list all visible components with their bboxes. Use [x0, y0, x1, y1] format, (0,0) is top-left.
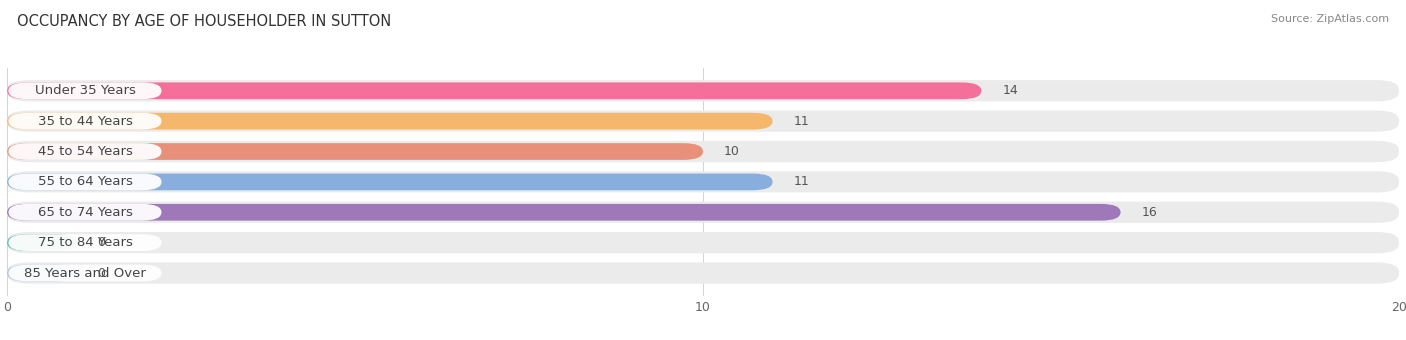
FancyBboxPatch shape: [7, 82, 981, 99]
FancyBboxPatch shape: [7, 265, 77, 282]
Text: 0: 0: [97, 267, 105, 279]
Text: 55 to 64 Years: 55 to 64 Years: [38, 175, 132, 188]
Text: Source: ZipAtlas.com: Source: ZipAtlas.com: [1271, 14, 1389, 23]
FancyBboxPatch shape: [7, 80, 1399, 101]
Text: 10: 10: [724, 145, 740, 158]
Text: 75 to 84 Years: 75 to 84 Years: [38, 236, 132, 249]
Text: 35 to 44 Years: 35 to 44 Years: [38, 115, 132, 128]
FancyBboxPatch shape: [8, 204, 162, 221]
FancyBboxPatch shape: [8, 143, 162, 160]
FancyBboxPatch shape: [8, 82, 162, 99]
FancyBboxPatch shape: [7, 262, 1399, 284]
Text: 45 to 54 Years: 45 to 54 Years: [38, 145, 132, 158]
Text: 0: 0: [97, 236, 105, 249]
Text: 85 Years and Over: 85 Years and Over: [24, 267, 146, 279]
Text: 11: 11: [793, 175, 810, 188]
FancyBboxPatch shape: [8, 234, 162, 251]
Text: 65 to 74 Years: 65 to 74 Years: [38, 206, 132, 219]
FancyBboxPatch shape: [7, 171, 1399, 192]
FancyBboxPatch shape: [7, 173, 773, 190]
FancyBboxPatch shape: [7, 234, 77, 251]
FancyBboxPatch shape: [7, 113, 773, 130]
FancyBboxPatch shape: [8, 265, 162, 282]
FancyBboxPatch shape: [7, 204, 1121, 221]
FancyBboxPatch shape: [7, 110, 1399, 132]
Text: OCCUPANCY BY AGE OF HOUSEHOLDER IN SUTTON: OCCUPANCY BY AGE OF HOUSEHOLDER IN SUTTO…: [17, 14, 391, 29]
Text: 14: 14: [1002, 84, 1018, 97]
FancyBboxPatch shape: [7, 232, 1399, 253]
FancyBboxPatch shape: [7, 202, 1399, 223]
FancyBboxPatch shape: [7, 143, 703, 160]
Text: Under 35 Years: Under 35 Years: [35, 84, 135, 97]
Text: 16: 16: [1142, 206, 1157, 219]
FancyBboxPatch shape: [8, 173, 162, 190]
FancyBboxPatch shape: [8, 113, 162, 130]
Text: 11: 11: [793, 115, 810, 128]
FancyBboxPatch shape: [7, 141, 1399, 162]
